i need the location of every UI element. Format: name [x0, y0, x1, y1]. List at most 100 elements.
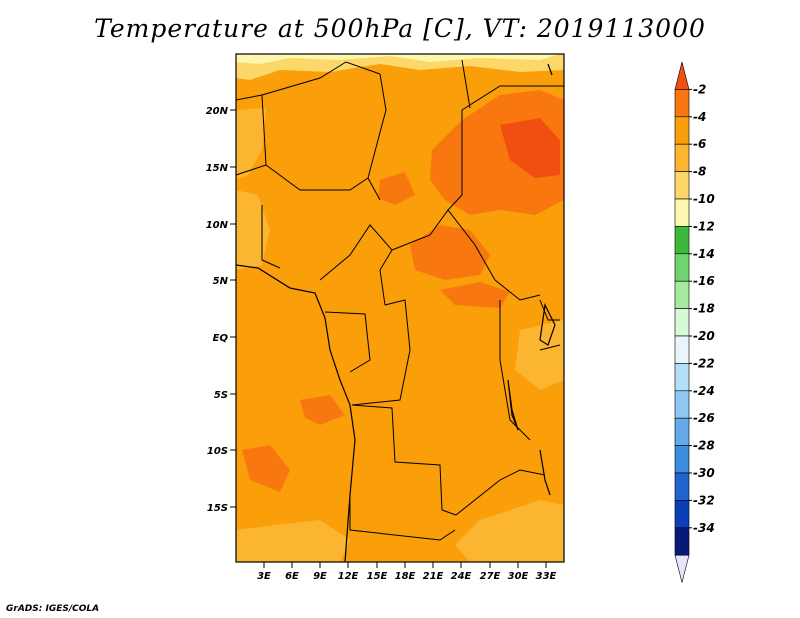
colorbar-swatch	[674, 89, 690, 118]
colorbar-top-arrow	[674, 61, 690, 90]
colorbar-swatch	[674, 226, 690, 255]
border-namibia	[349, 495, 456, 541]
lat-label: 10N	[206, 220, 229, 231]
colorbar-swatch	[674, 308, 690, 337]
colorbar: -2 -4 -6 -8 -10 -12 -14 -16 -18 -20 -22 -24 -26 -28 -3…	[674, 61, 715, 583]
lat-label: 10S	[207, 446, 228, 457]
lat-label: 15N	[206, 163, 229, 174]
lat-label: 5S	[214, 390, 228, 401]
lon-label: 24E	[451, 571, 472, 582]
colorbar-swatch	[674, 280, 690, 309]
colorbar-label: -10	[693, 192, 715, 206]
colorbar-label: -32	[693, 493, 715, 507]
lon-label: 15E	[367, 571, 388, 582]
colorbar-label: -28	[693, 439, 715, 453]
colorbar-swatch	[674, 116, 690, 145]
field-cool-south	[236, 520, 350, 562]
lon-label: 30E	[508, 571, 529, 582]
border-drc-east	[499, 300, 531, 441]
lake-victoria	[539, 303, 556, 346]
colorbar-label: -22	[693, 356, 715, 370]
lake-tanganyika	[507, 379, 519, 431]
border-car	[391, 209, 496, 281]
colorbar-swatch	[674, 143, 690, 172]
colorbar-label: -34	[693, 521, 715, 535]
colorbar-label: -24	[693, 384, 715, 398]
border-benin	[261, 205, 281, 269]
field-cool-west	[236, 108, 266, 180]
colorbar-label: -6	[693, 137, 706, 151]
colorbar-bottom-arrow	[674, 554, 690, 583]
colorbar-label: -20	[693, 329, 715, 343]
field-coolest-top	[236, 54, 560, 64]
colorbar-swatch	[674, 390, 690, 419]
colorbar-swatch	[674, 527, 690, 556]
border-north-1	[261, 61, 381, 96]
colorbar-swatch	[674, 363, 690, 392]
border-congo	[351, 299, 411, 406]
map-title: Temperature at 500hPa [C], VT: 201911300…	[94, 14, 706, 43]
border-egypt-west	[461, 59, 471, 109]
colorbar-label: -12	[693, 219, 715, 233]
border-chad-sudan	[447, 110, 463, 211]
colorbar-label: -18	[693, 302, 715, 316]
border-kenya-tanzania	[539, 344, 561, 351]
map-frame	[235, 53, 565, 563]
lake-malawi	[539, 449, 551, 496]
colorbar-label: -14	[693, 247, 715, 261]
field-cool-top	[236, 54, 564, 80]
border-zambia	[455, 469, 546, 516]
border-libya-egypt	[461, 85, 564, 111]
colorbar-swatch	[674, 253, 690, 282]
coastlines	[235, 63, 556, 563]
colorbar-swatch	[674, 472, 690, 501]
field-cool-east	[515, 320, 564, 390]
colorbar-swatch	[674, 198, 690, 227]
lon-label: 27E	[480, 571, 501, 582]
border-mali	[235, 94, 267, 176]
field-warmest-northeast	[500, 118, 560, 178]
lat-label: 20N	[206, 106, 229, 117]
colorbar-label: -2	[693, 82, 706, 96]
lon-label: 21E	[423, 571, 444, 582]
lat-label: EQ	[213, 333, 229, 344]
border-north-2	[367, 73, 387, 201]
lat-label: 5N	[213, 276, 229, 287]
colorbar-label: -30	[693, 466, 715, 480]
coast-red-sea	[547, 63, 553, 76]
field-warm-southwest	[242, 445, 290, 492]
colorbar-swatch	[674, 500, 690, 529]
lon-label: 18E	[395, 571, 416, 582]
border-niger-nigeria	[265, 164, 369, 191]
colorbar-label: -26	[693, 411, 715, 425]
longitude-axis: 3E 6E 9E 12E 15E 18E 21E 24E 27E 30E 33E	[257, 562, 557, 582]
lon-label: 12E	[338, 571, 359, 582]
lon-label: 3E	[257, 571, 271, 582]
colorbar-swatch	[674, 335, 690, 364]
colorbar-label: -4	[693, 110, 706, 124]
colorbar-label: -8	[693, 165, 706, 179]
border-cameroon	[319, 224, 393, 306]
colorbar-swatch	[674, 417, 690, 446]
border-gabon	[324, 311, 371, 373]
field-cool-southeast	[455, 500, 564, 562]
temperature-field	[236, 54, 564, 562]
field-warm-patch-1	[378, 172, 415, 205]
colorbar-swatch	[674, 171, 690, 200]
coastline-west	[235, 264, 356, 563]
border-uganda-kenya	[539, 299, 560, 321]
lon-label: 9E	[313, 571, 327, 582]
border-sudan-south	[494, 279, 541, 301]
lon-label: 6E	[285, 571, 299, 582]
colorbar-label: -16	[693, 274, 715, 288]
credit-text: GrADS: IGES/COLA	[6, 604, 100, 614]
field-warm-patch-2	[440, 282, 510, 308]
country-borders	[235, 59, 564, 541]
lon-label: 33E	[536, 571, 557, 582]
latitude-axis: 20N 15N 10N 5N EQ 5S 10S 15S	[206, 106, 236, 514]
lat-label: 15S	[207, 503, 228, 514]
field-warm-patch-3	[300, 395, 345, 425]
border-angola	[351, 404, 457, 516]
colorbar-swatch	[674, 445, 690, 474]
